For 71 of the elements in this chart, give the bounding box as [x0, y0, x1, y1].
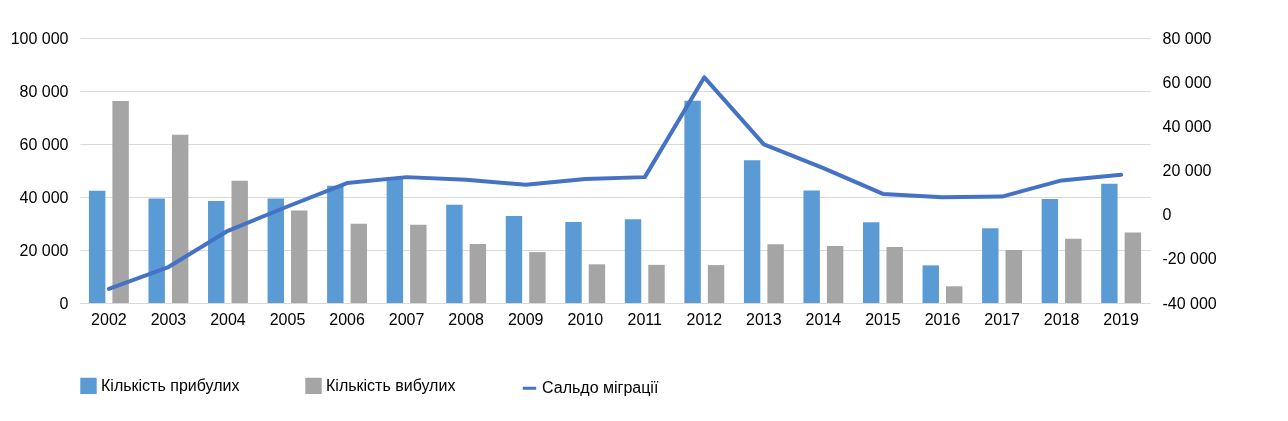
- bar: [208, 200, 225, 303]
- bar: [767, 244, 784, 303]
- y2-tick-label: 0: [1162, 206, 1172, 224]
- x-tick-label: 2009: [507, 310, 544, 328]
- x-tick-label: 2014: [805, 310, 842, 328]
- bar: [267, 198, 284, 303]
- x-tick-label: 2006: [329, 310, 365, 328]
- legend-label: Сальдо міграції: [542, 379, 659, 397]
- bar: [1065, 238, 1082, 303]
- x-tick-label: 2005: [269, 310, 306, 328]
- bar: [327, 185, 344, 303]
- y-tick-label: 40 000: [19, 188, 69, 206]
- bar: [112, 101, 129, 303]
- y-tick-label: 20 000: [19, 241, 69, 259]
- bar: [803, 190, 820, 303]
- bar: [648, 264, 665, 303]
- bar: [148, 198, 165, 303]
- y2-tick-label: 20 000: [1162, 162, 1212, 179]
- y-tick-label: 0: [59, 294, 69, 312]
- bar: [350, 223, 367, 303]
- bar: [88, 190, 106, 303]
- bar: [707, 265, 725, 303]
- bar: [446, 204, 463, 303]
- x-tick-label: 2007: [388, 310, 425, 328]
- bar: [624, 219, 642, 303]
- bar: [982, 228, 999, 303]
- bar: [684, 100, 701, 303]
- bar: [565, 221, 582, 303]
- y2-tick-label: -40 000: [1162, 294, 1217, 312]
- bar: [171, 134, 189, 303]
- y2-tick-label: 60 000: [1162, 73, 1212, 91]
- x-tick-label: 2010: [567, 310, 604, 328]
- x-tick-label: 2002: [91, 310, 127, 328]
- bar: [1101, 183, 1118, 303]
- y-tick-label: 60 000: [19, 135, 69, 153]
- bar: [231, 180, 248, 303]
- bar: [946, 286, 963, 303]
- bar: [291, 210, 308, 303]
- bar: [1005, 250, 1022, 303]
- line-series: [106, 75, 1124, 291]
- bar: [922, 265, 939, 303]
- bar: [529, 252, 546, 303]
- x-tick-label: 2011: [627, 310, 663, 328]
- x-tick-label: 2003: [150, 310, 187, 328]
- x-tick-label: 2013: [746, 310, 782, 328]
- x-tick-label: 2017: [984, 310, 1020, 328]
- y-tick-label: 100 000: [10, 29, 69, 47]
- bar: [826, 246, 844, 303]
- bar: [1041, 199, 1059, 303]
- bar: [863, 222, 880, 303]
- legend-label: Кількість прибулих: [101, 376, 240, 394]
- x-tick-label: 2008: [448, 310, 485, 328]
- x-tick-label: 2004: [210, 310, 246, 328]
- bar: [743, 160, 761, 303]
- x-tick-label: 2012: [686, 310, 723, 328]
- x-tick-label: 2015: [865, 310, 901, 328]
- x-tick-label: 2016: [924, 310, 961, 328]
- y2-tick-label: 80 000: [1162, 29, 1212, 47]
- legend-label: Кількість вибулих: [326, 376, 456, 394]
- x-tick-label: 2018: [1043, 310, 1080, 328]
- y2-tick-label: -20 000: [1162, 250, 1217, 268]
- bar: [505, 216, 523, 303]
- bar: [1124, 232, 1142, 303]
- y-tick-label: 80 000: [19, 82, 69, 100]
- bar: [469, 243, 487, 303]
- bar: [410, 224, 427, 303]
- bar: [886, 247, 903, 303]
- x-tick-label: 2019: [1103, 310, 1140, 328]
- bar: [386, 178, 404, 303]
- y2-tick-label: 40 000: [1162, 117, 1212, 135]
- bar: [588, 264, 606, 303]
